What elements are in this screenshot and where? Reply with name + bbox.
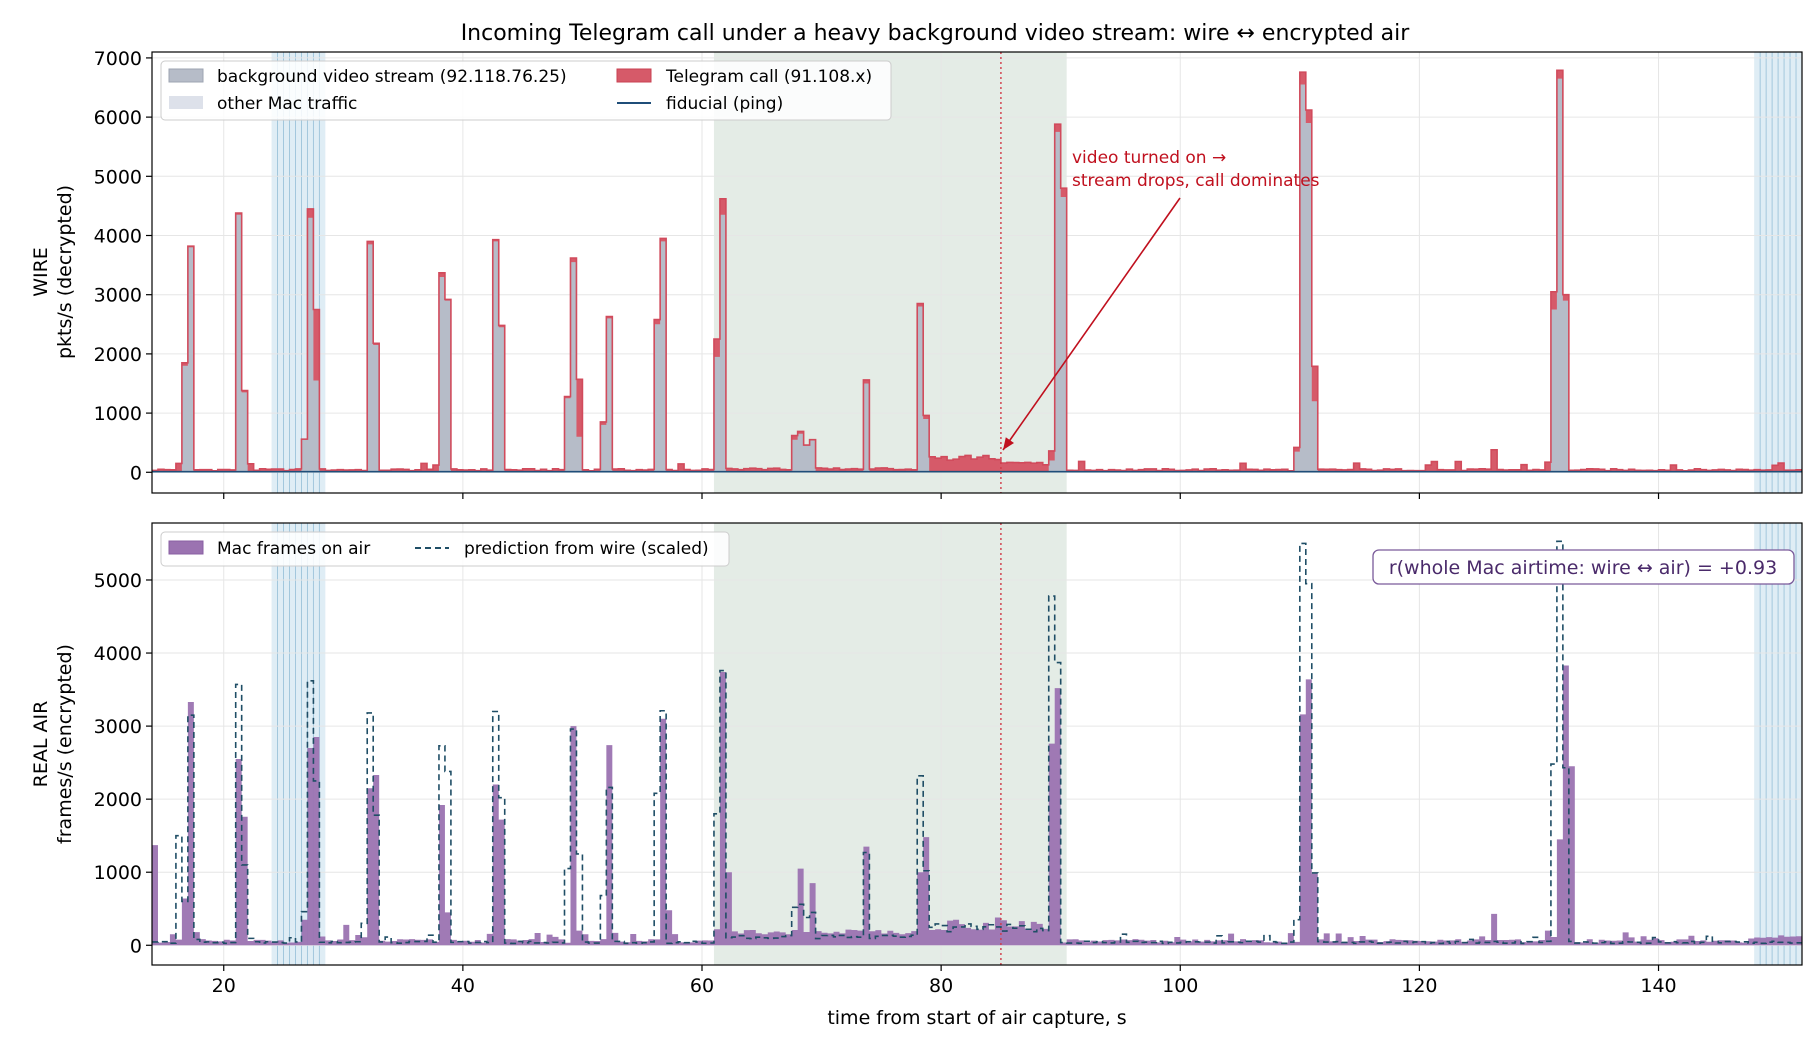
air-legend: Mac frames on air prediction from wire (… (160, 531, 730, 567)
air-y-tick-label: 4000 (94, 643, 142, 665)
air-panel-frame (151, 522, 1803, 966)
wire-legend-box (160, 60, 892, 121)
annotation-line1: video turned on → (1072, 148, 1226, 168)
chart-title: Incoming Telegram call under a heavy bac… (461, 21, 1411, 46)
air-panel-series (152, 540, 1802, 946)
wire-y-tick-label: 5000 (94, 166, 142, 188)
legend-label-prediction: prediction from wire (scaled) (464, 539, 709, 559)
wire-panel-ticks: 0 1000 2000 3000 4000 5000 6000 7000 (94, 48, 1660, 499)
legend-label-other: other Mac traffic (217, 94, 357, 114)
annotation-arrow (1002, 197, 1181, 451)
air-xlabel: time from start of air capture, s (827, 1007, 1126, 1029)
wire-total-line (152, 69, 1802, 472)
air-panel-ticks: 20 40 60 80 100 120 140 0 1000 2000 3000 4000 5000 (94, 570, 1677, 997)
wire-y-tick-label: 6000 (94, 107, 142, 129)
wire-legend: background video stream (92.118.76.25) o… (160, 60, 892, 121)
legend-swatch-other (169, 96, 203, 109)
air-ylabel-line2: frames/s (encrypted) (54, 644, 76, 844)
legend-label-fiducial: fiducial (ping) (666, 94, 783, 114)
wire-ylabel-line1: WIRE (30, 247, 52, 297)
correlation-box-frame (1372, 549, 1795, 585)
air-y-tick-label: 1000 (94, 862, 142, 884)
air-x-tick-label: 120 (1401, 975, 1437, 997)
wire-y-tick-label: 3000 (94, 285, 142, 307)
air-prediction-line (152, 540, 1802, 945)
wire-stream-area (152, 78, 1802, 473)
legend-swatch-call (616, 68, 652, 83)
wire-call-window (713, 52, 1067, 493)
correlation-box: r(whole Mac airtime: wire ↔ air) = +0.93 (1372, 549, 1795, 585)
air-x-tick-label: 100 (1162, 975, 1198, 997)
wire-ylabel-line2: pkts/s (decrypted) (54, 185, 76, 359)
legend-label-stream: background video stream (92.118.76.25) (217, 67, 567, 87)
air-y-tick-label: 5000 (94, 570, 142, 592)
air-call-window (713, 523, 1067, 965)
wire-panel-grid (152, 52, 1802, 493)
air-x-tick-label: 60 (690, 975, 714, 997)
correlation-text: r(whole Mac airtime: wire ↔ air) = +0.93 (1389, 557, 1777, 579)
legend-label-mac-air: Mac frames on air (217, 539, 370, 559)
wire-panel-frame (151, 51, 1803, 494)
wire-y-tick-label: 0 (130, 462, 142, 484)
legend-label-call: Telegram call (91.108.x) (665, 67, 872, 87)
annotation-line2: stream drops, call dominates (1072, 171, 1320, 191)
air-y-tick-label: 0 (130, 935, 142, 957)
annotation: video turned on → stream drops, call dom… (1002, 148, 1320, 451)
wire-y-tick-label: 1000 (94, 403, 142, 425)
air-panel: 20 40 60 80 100 120 140 0 1000 2000 3000 4000 5000 R… (30, 522, 1803, 1029)
wire-panel: 0 1000 2000 3000 4000 5000 6000 7000 WIRE pkts/… (30, 48, 1803, 499)
air-x-tick-label: 40 (451, 975, 475, 997)
wire-y-tick-label: 2000 (94, 344, 142, 366)
wire-y-tick-label: 7000 (94, 48, 142, 70)
air-y-tick-label: 3000 (94, 716, 142, 738)
wire-panel-series (152, 69, 1802, 473)
air-x-tick-label: 80 (929, 975, 953, 997)
air-mac-frames-area (152, 665, 1802, 946)
air-panel-background (271, 523, 1802, 965)
air-x-tick-label: 140 (1640, 975, 1676, 997)
annotation-arrowhead (1003, 437, 1014, 450)
air-x-tick-label: 20 (212, 975, 236, 997)
air-y-tick-label: 2000 (94, 789, 142, 811)
wire-y-tick-label: 4000 (94, 226, 142, 248)
legend-swatch-mac-air (168, 540, 204, 555)
legend-swatch-stream (168, 68, 204, 83)
air-ylabel-line1: REAL AIR (30, 701, 52, 788)
